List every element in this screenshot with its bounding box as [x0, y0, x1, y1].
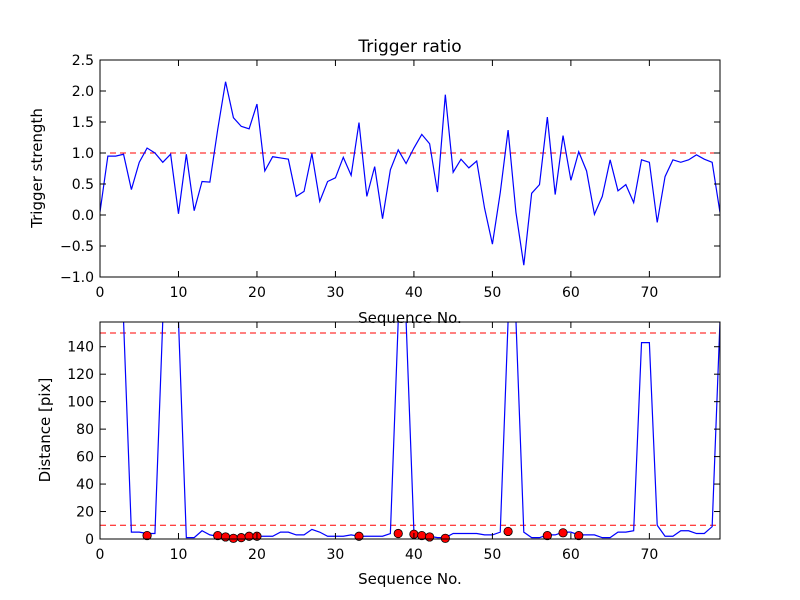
marker-point: [228, 533, 239, 543]
series-lines: [100, 81, 720, 266]
distance-chart: 0 10 20 30 40 50 60 70 0 20 40 60 80 100 120 140 Seque…: [36, 321, 721, 588]
y-tick-label: 60: [76, 450, 94, 466]
x-tick-label: 50: [483, 547, 501, 563]
y-tick-label: −1.0: [60, 270, 94, 286]
marker-point: [503, 526, 513, 537]
marker-point: [542, 530, 552, 541]
y-tick-label: 20: [76, 505, 94, 521]
chart-title: Trigger ratio: [357, 37, 461, 57]
marker-point: [142, 530, 152, 541]
y-tick-label: 120: [67, 367, 94, 383]
y-tick-label: 0: [85, 532, 94, 548]
x-tick-label: 10: [170, 547, 188, 563]
x-tick-label: 0: [96, 547, 105, 563]
x-tick-label: 30: [327, 547, 345, 563]
y-tick-label: 80: [76, 422, 94, 438]
x-tick-label: 70: [640, 285, 658, 301]
y-tick-label: 140: [67, 340, 94, 356]
x-tick-label: 20: [248, 547, 266, 563]
x-tick-label: 60: [562, 285, 580, 301]
y-tick-label: 1.0: [72, 146, 94, 162]
marker-point: [236, 533, 246, 543]
marker-point: [354, 531, 364, 541]
x-ticks: 0 10 20 30 40 50 60 70: [96, 60, 658, 301]
threshold-lines: [100, 332, 720, 526]
marker-point: [558, 528, 568, 538]
y-tick-label: 1.5: [72, 115, 94, 131]
x-tick-label: 60: [562, 547, 580, 563]
y-tick-label: 100: [67, 395, 94, 411]
x-tick-label: 0: [96, 285, 105, 301]
plot-frame: [99, 321, 721, 540]
y-tick-label: −0.5: [60, 239, 94, 255]
x-tick-label: 70: [640, 547, 658, 563]
x-tick-label: 30: [327, 285, 345, 301]
y-tick-label: 2.5: [72, 53, 94, 69]
series-line: [122, 322, 720, 539]
y-ticks: −1.0 −0.5 0.0 0.5 1.0 1.5 2.0 2.5: [60, 53, 720, 286]
x-axis-label: Sequence No.: [358, 309, 462, 327]
x-tick-label: 20: [248, 285, 266, 301]
y-tick-label: 2.0: [72, 84, 94, 100]
x-tick-label: 40: [405, 547, 423, 563]
series-lines: [122, 322, 720, 539]
y-axis-label: Trigger strength: [28, 108, 46, 229]
marker-point: [440, 533, 450, 543]
y-axis-label: Distance [pix]: [36, 378, 54, 483]
plot-frame: [99, 59, 721, 278]
marker-point: [574, 530, 584, 541]
marker-point: [425, 532, 435, 542]
x-tick-label: 50: [483, 285, 501, 301]
y-tick-label: 40: [76, 477, 94, 493]
marker-point: [393, 528, 403, 539]
marker-point: [220, 532, 231, 542]
x-axis-label: Sequence No.: [358, 570, 462, 588]
y-tick-label: 0.5: [72, 177, 94, 193]
x-tick-label: 40: [405, 285, 423, 301]
y-tick-label: 0.0: [72, 208, 94, 224]
x-tick-label: 10: [170, 285, 188, 301]
series-line: [100, 81, 720, 266]
